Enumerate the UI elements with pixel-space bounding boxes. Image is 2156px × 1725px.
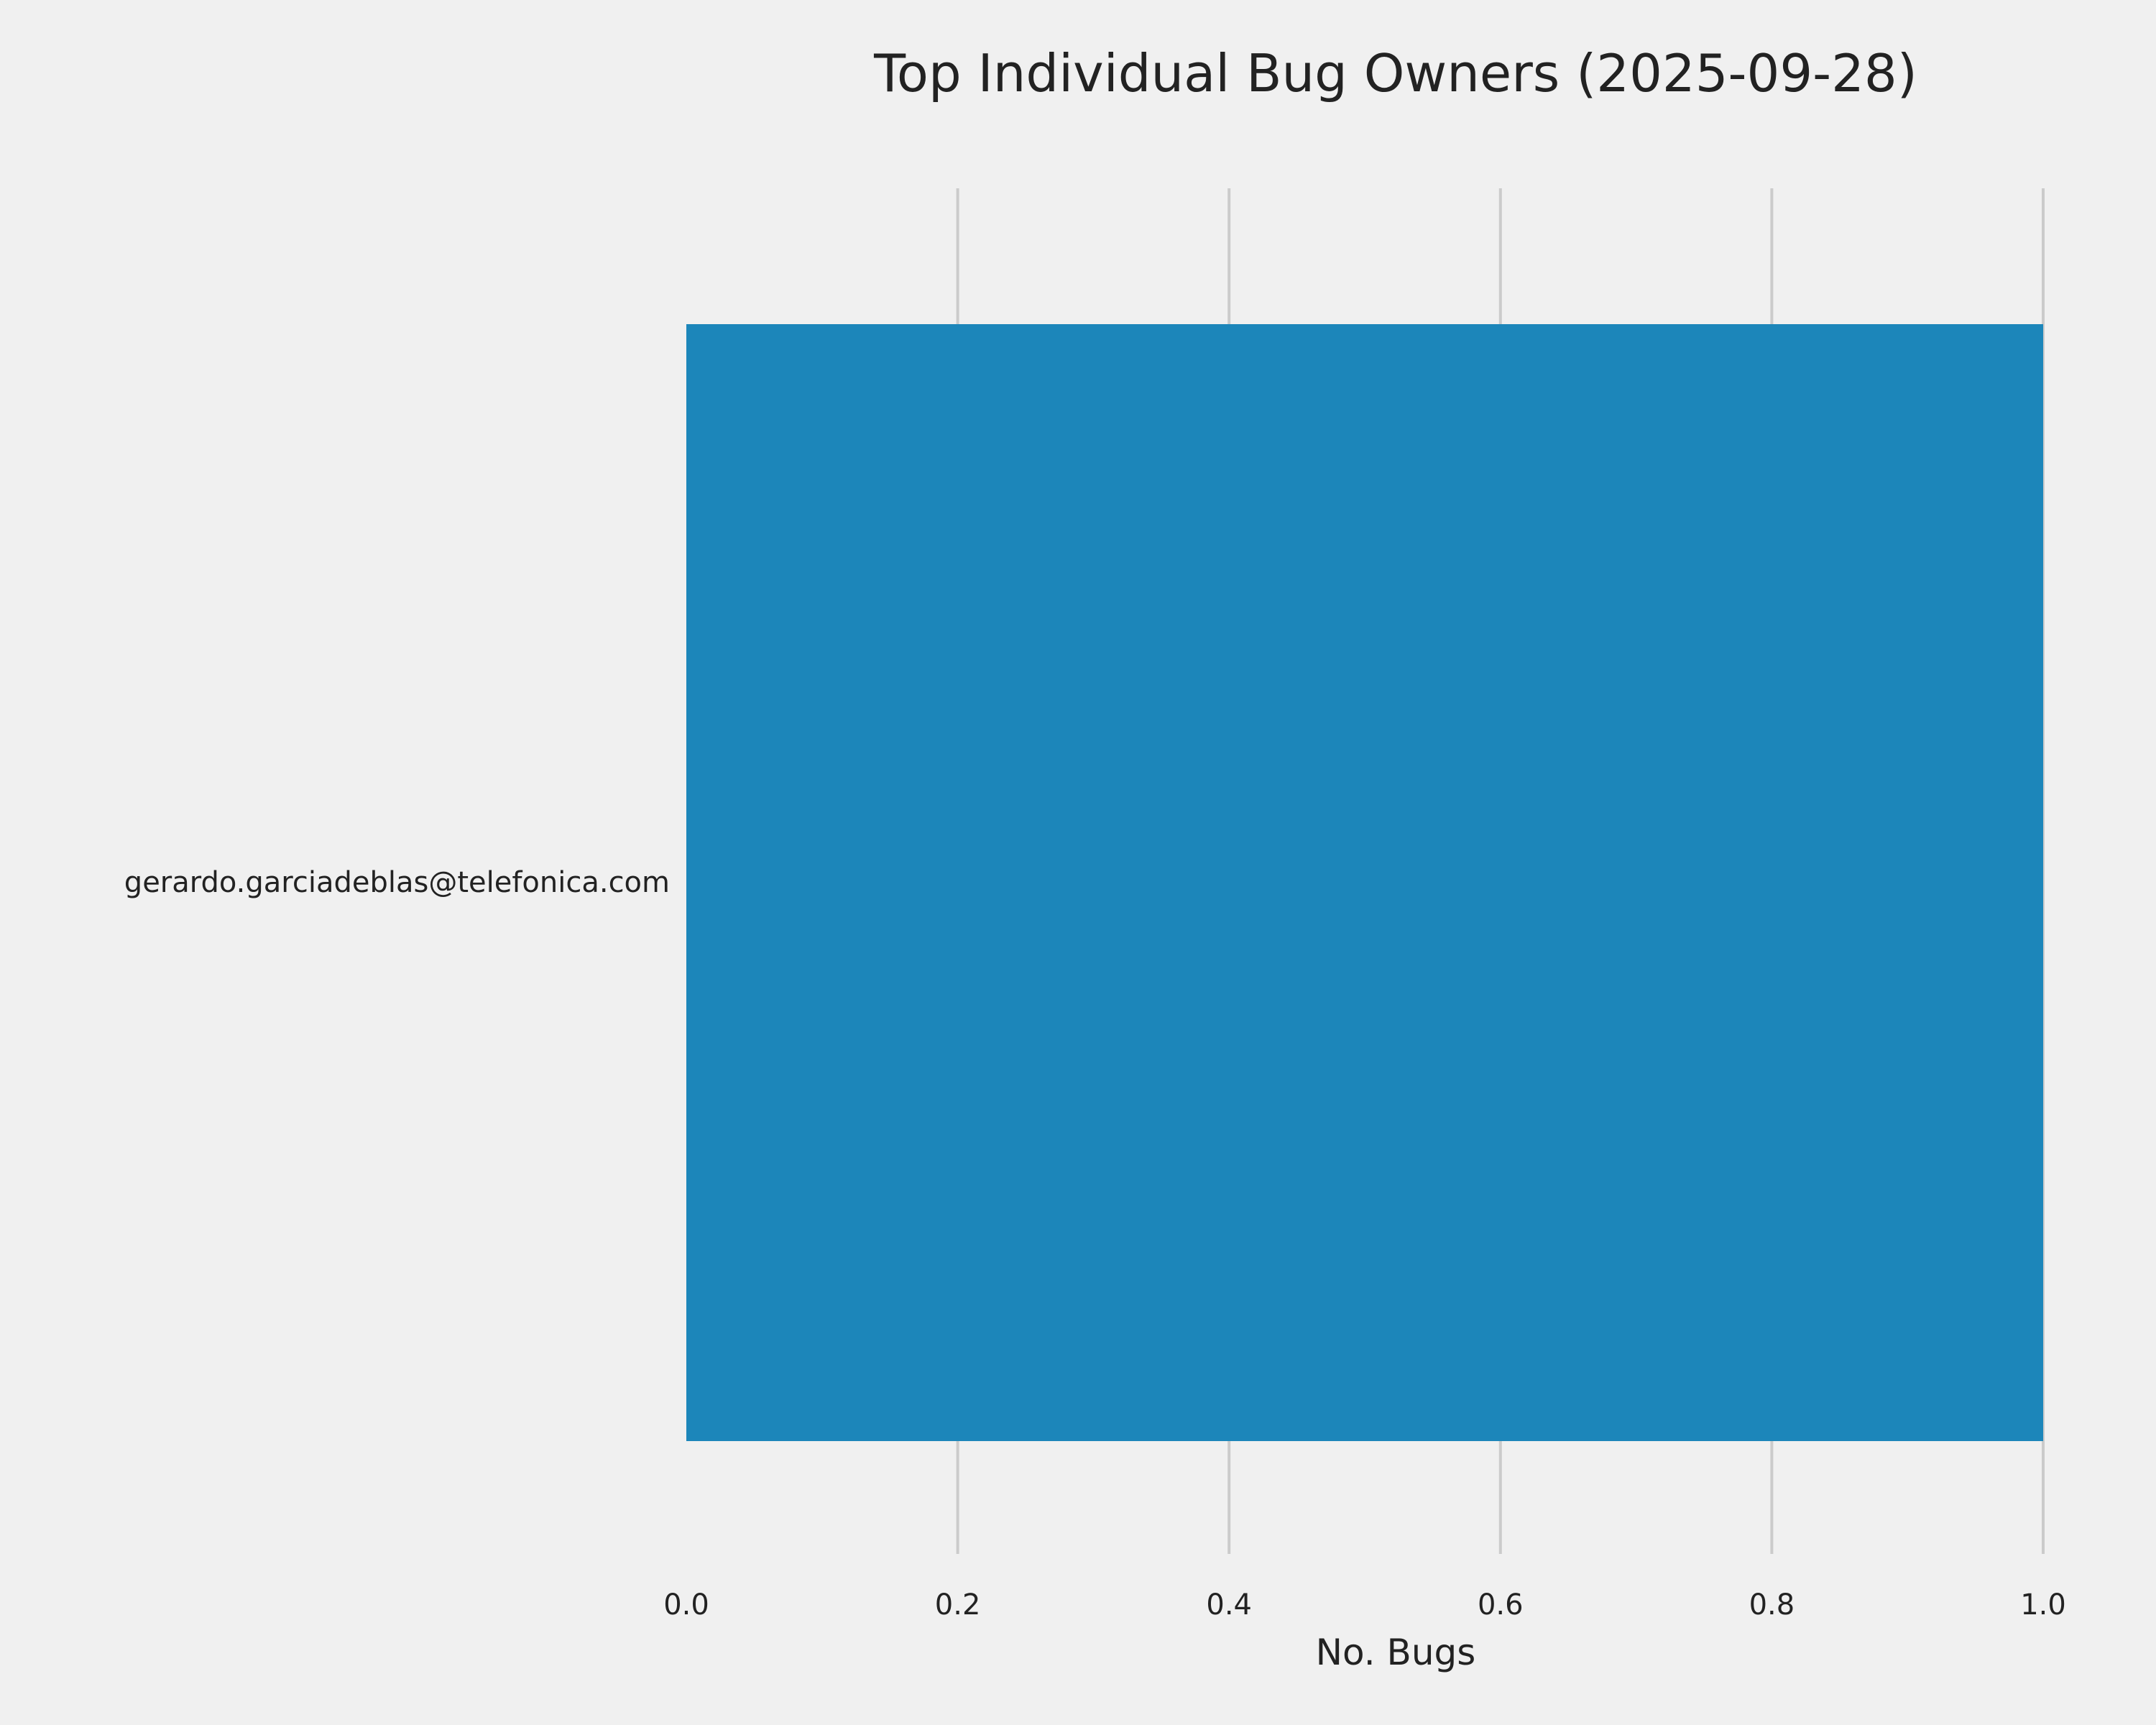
x-tick-label: 0.6 bbox=[1477, 1588, 1524, 1622]
bar bbox=[686, 324, 2043, 1441]
x-tick-label: 1.0 bbox=[2020, 1588, 2066, 1622]
y-category-label: gerardo.garciadeblas@telefonica.com bbox=[124, 866, 670, 899]
chart-title: Top Individual Bug Owners (2025-09-28) bbox=[874, 43, 1917, 104]
x-axis-label: No. Bugs bbox=[1315, 1632, 1476, 1673]
x-tick-label: 0.2 bbox=[934, 1588, 981, 1622]
x-tick-label: 0.8 bbox=[1749, 1588, 1795, 1622]
x-tick-label: 0.4 bbox=[1206, 1588, 1252, 1622]
x-tick-label: 0.0 bbox=[663, 1588, 709, 1622]
